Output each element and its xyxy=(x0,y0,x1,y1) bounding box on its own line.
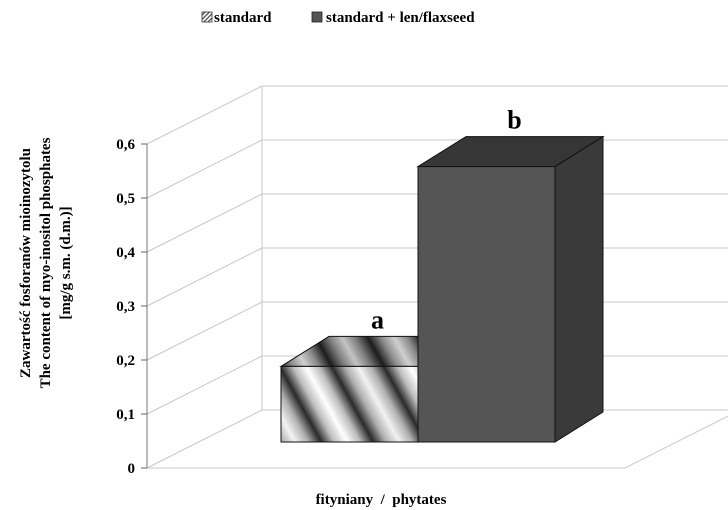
y-tick-label: 0 xyxy=(128,461,136,477)
bar-front-standard xyxy=(280,365,419,443)
y-axis-ticks: 0 0,1 0,2 0,3 0,4 0,5 0,6 xyxy=(116,137,147,477)
gridline-diagonal xyxy=(146,301,263,361)
legend-label-standard: standard xyxy=(214,10,272,26)
bar-side-flaxseed xyxy=(554,135,604,443)
y-tick-label: 0,1 xyxy=(116,407,135,423)
gridline-diagonal xyxy=(146,247,263,307)
y-tick-label: 0,3 xyxy=(116,299,135,315)
y-tick-label: 0,2 xyxy=(116,353,135,369)
y-tick-label: 0,5 xyxy=(116,191,135,207)
gridline-diagonal xyxy=(146,355,263,415)
y-axis-title-line-1: Zawartość fosforanów mioinozytolu xyxy=(18,148,34,378)
gridline-diagonal xyxy=(146,139,263,199)
legend: standard standard + len/flaxseed xyxy=(201,10,475,26)
bar-annotation-flaxseed: b xyxy=(507,106,521,135)
bar-flaxseed: b xyxy=(416,106,605,443)
y-axis-title-line-2: The content of myo-inositol phosphates xyxy=(38,137,54,388)
x-axis-title: fityniany / phytates xyxy=(316,492,447,508)
bar-annotation-standard: a xyxy=(371,305,384,334)
bar-front-flaxseed xyxy=(417,166,556,443)
bars: ab xyxy=(279,106,605,443)
legend-swatch-standard xyxy=(201,11,213,23)
y-tick-label: 0,4 xyxy=(116,245,135,261)
legend-label-flaxseed: standard + len/flaxseed xyxy=(326,10,475,26)
y-axis-title-line-3: [mg/g s.m. (d.m.)] xyxy=(58,206,74,319)
gridline-diagonal xyxy=(146,193,263,253)
legend-swatch-flaxseed xyxy=(311,11,323,23)
gridline-diagonal xyxy=(146,409,263,469)
y-axis-title: Zawartość fosforanów mioinozytolu The co… xyxy=(18,137,74,388)
y-tick-label: 0,6 xyxy=(116,137,135,153)
gridline-diagonal xyxy=(146,85,263,145)
floor-right-edge xyxy=(624,415,728,469)
